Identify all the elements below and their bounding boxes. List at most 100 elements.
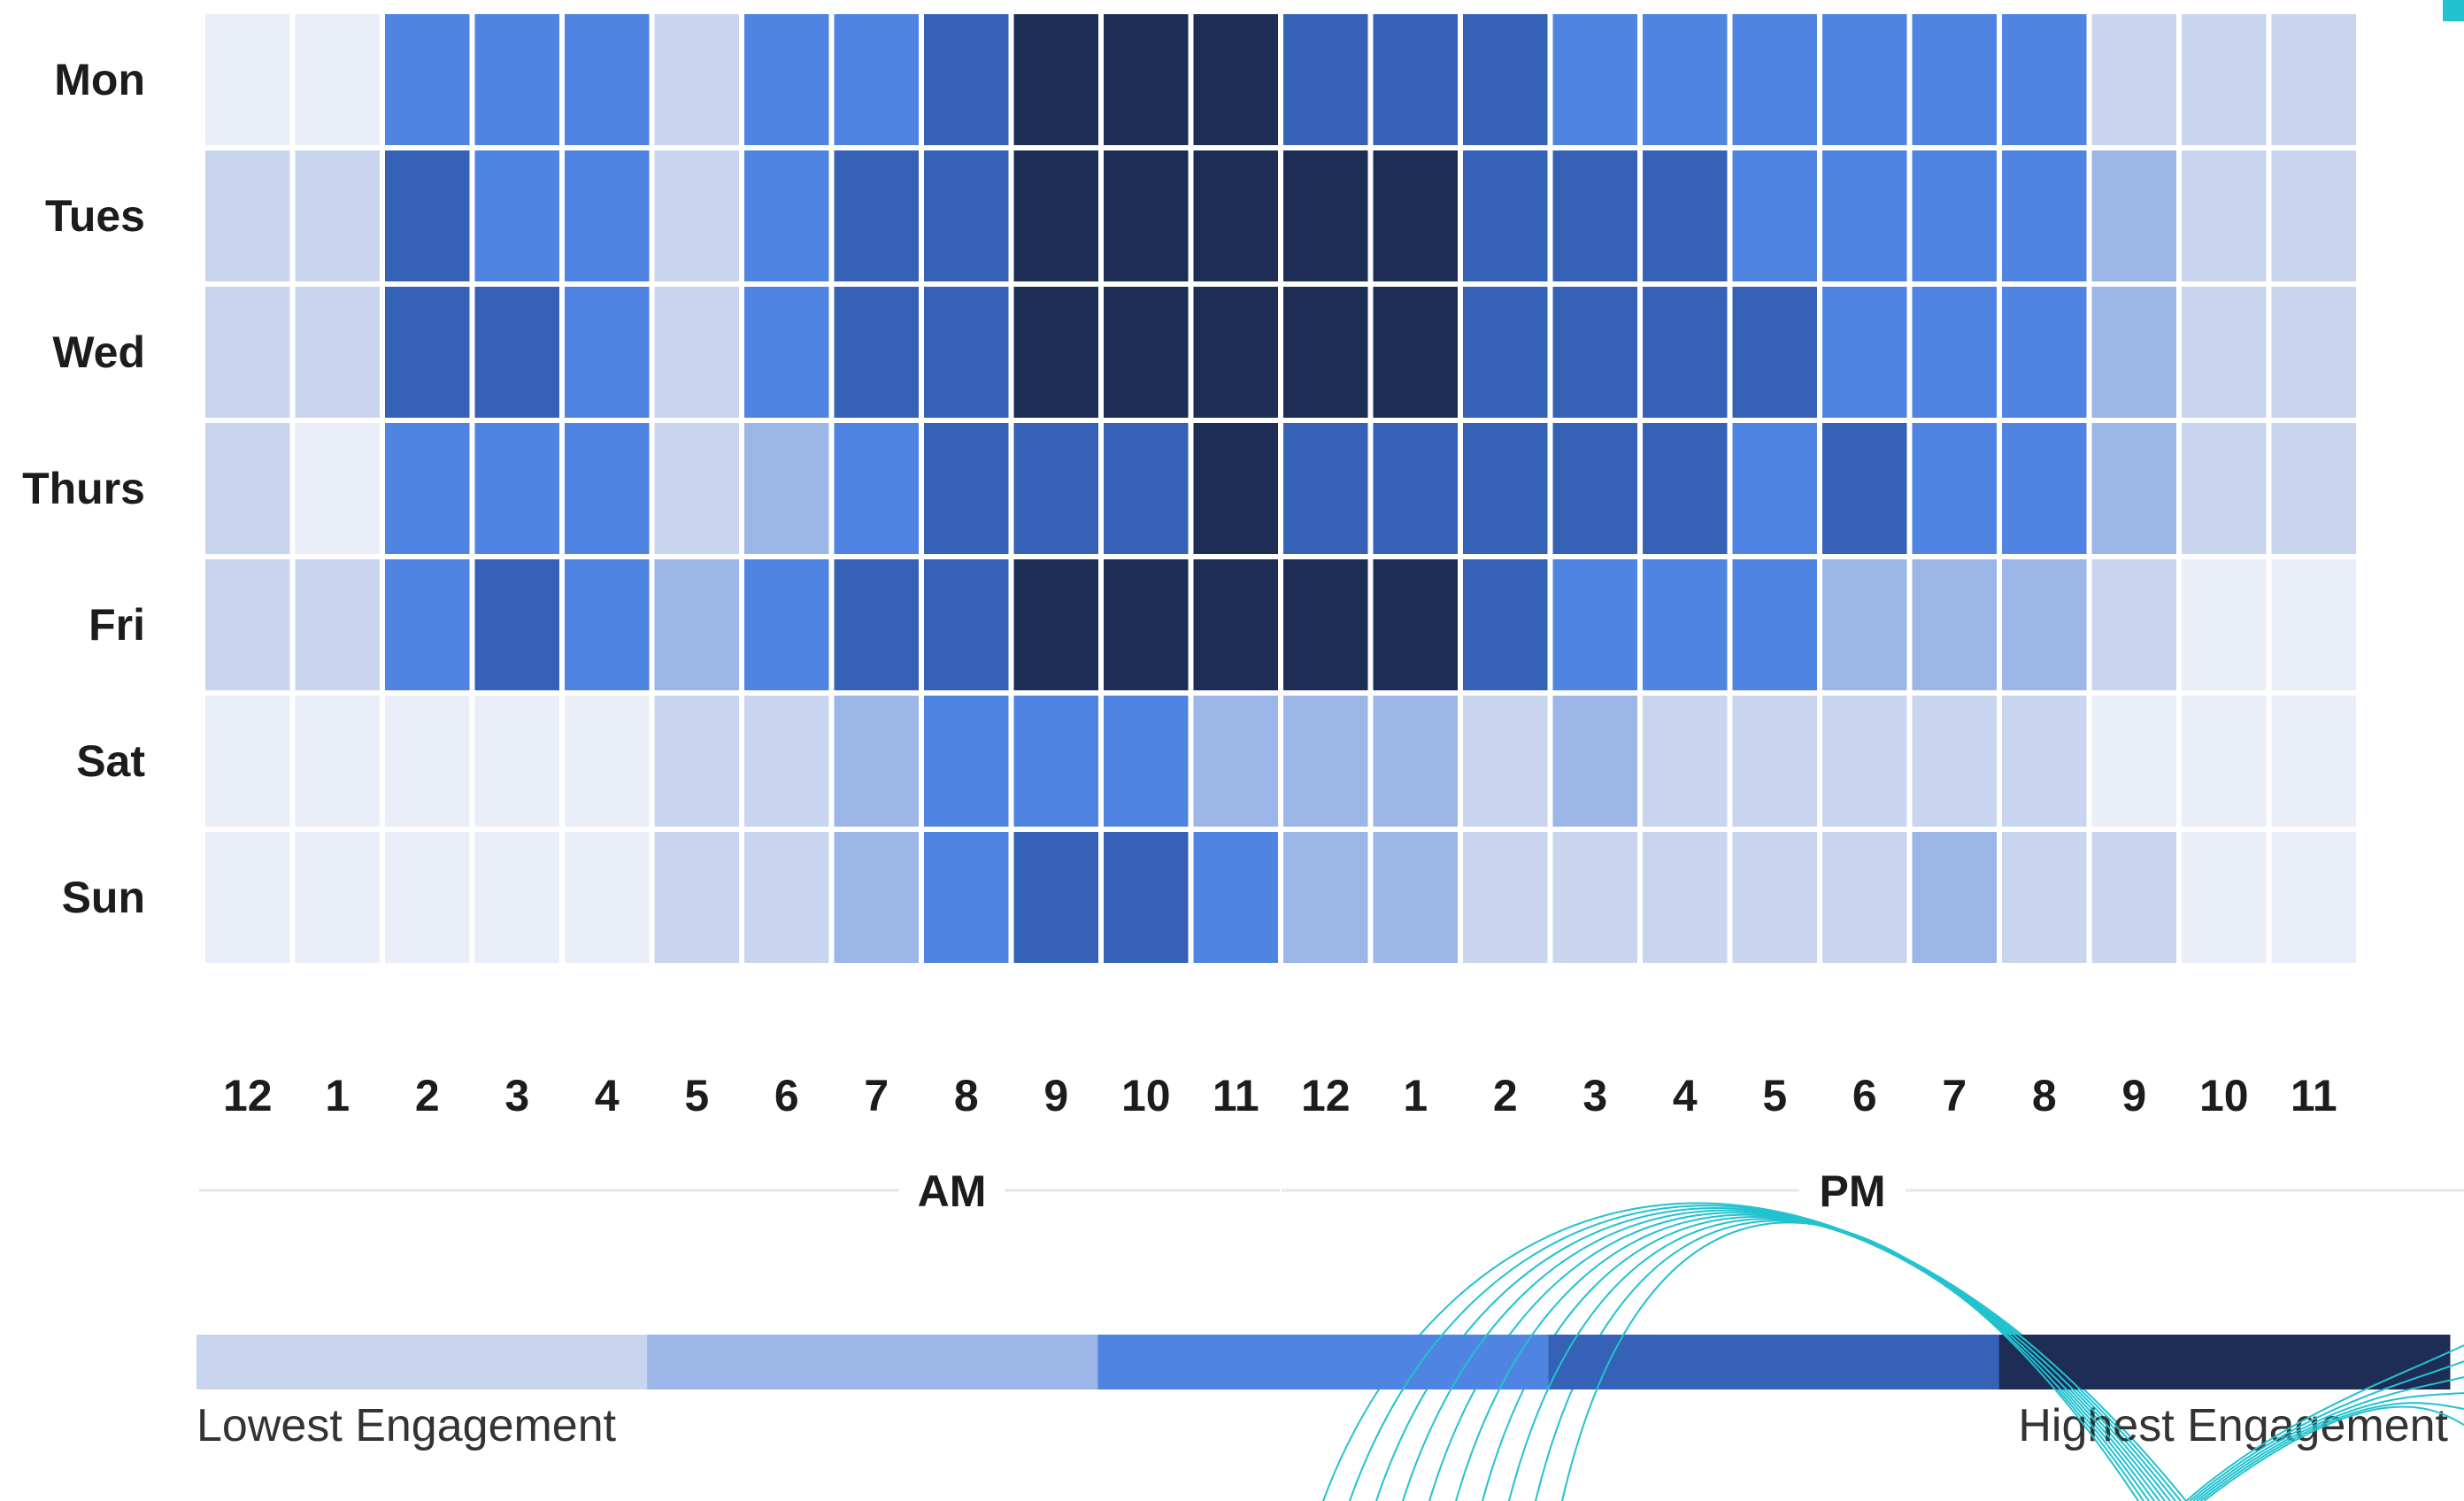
- heatmap-cell: [1912, 559, 1997, 690]
- heatmap-cell: [1193, 14, 1278, 145]
- hour-label: 7: [864, 1071, 889, 1120]
- heatmap-cell: [1013, 14, 1098, 145]
- heatmap-cell: [205, 559, 290, 690]
- heatmap-cell: [2002, 696, 2087, 827]
- decorative-arc: [1455, 1213, 2160, 1501]
- heatmap-cell: [474, 14, 559, 145]
- heatmap-cell: [385, 832, 470, 963]
- heatmap-cell: [2182, 423, 2267, 554]
- heatmap-cell: [834, 832, 919, 963]
- decorative-arc: [1402, 1209, 2171, 1501]
- heatmap-cell: [1283, 696, 1368, 827]
- heatmap-cell: [744, 150, 829, 281]
- heatmap-cell: [1463, 287, 1548, 418]
- heatmap-cell: [295, 287, 380, 418]
- heatmap-cell: [744, 423, 829, 554]
- heatmap-cell: [1373, 832, 1458, 963]
- heatmap-cell: [1463, 832, 1548, 963]
- heatmap-cell: [565, 559, 650, 690]
- heatmap-cell: [1643, 150, 1728, 281]
- heatmap-cell: [1013, 559, 1098, 690]
- heatmap-cell: [1013, 832, 1098, 963]
- heatmap-cell: [1643, 559, 1728, 690]
- legend-swatch: [1097, 1335, 1550, 1389]
- decorative-arc: [2189, 1360, 2464, 1501]
- heatmap-cell: [2271, 287, 2356, 418]
- heatmap-cell: [744, 287, 829, 418]
- hour-label: 7: [1942, 1071, 1967, 1120]
- hour-label: 2: [1493, 1071, 1518, 1120]
- hour-label: 1: [325, 1071, 350, 1120]
- heatmap-cell: [565, 423, 650, 554]
- heatmap-cell: [654, 559, 739, 690]
- heatmap-cell: [205, 423, 290, 554]
- heatmap-cell: [1912, 150, 1997, 281]
- heatmap-cell: [1463, 150, 1548, 281]
- heatmap-cell: [2182, 14, 2267, 145]
- day-label: Sun: [62, 873, 145, 922]
- period-label-mask: [1799, 1182, 1906, 1199]
- heatmap-cell: [295, 150, 380, 281]
- heatmap-cell: [205, 832, 290, 963]
- heatmap-cell: [1193, 150, 1278, 281]
- heatmap-cell: [1013, 150, 1098, 281]
- hour-label: 11: [1213, 1071, 1259, 1120]
- day-label: Fri: [89, 600, 145, 650]
- period-label-mask: [898, 1182, 1005, 1199]
- hour-label: 9: [1043, 1071, 1068, 1120]
- hour-label: 5: [1762, 1071, 1787, 1120]
- decorative-arc: [2199, 1402, 2464, 1501]
- heatmap-cell: [654, 423, 739, 554]
- heatmap-cell: [565, 150, 650, 281]
- period-label: AM: [918, 1166, 987, 1216]
- heatmap-cell: [1822, 150, 1907, 281]
- corner-accent: [2443, 0, 2464, 21]
- heatmap-cell: [474, 423, 559, 554]
- heatmap-cell: [1373, 287, 1458, 418]
- heatmap-cell: [385, 150, 470, 281]
- legend-swatch: [1998, 1335, 2451, 1389]
- heatmap-cell: [1822, 423, 1907, 554]
- heatmap-cell: [1643, 14, 1728, 145]
- legend-swatch: [1548, 1335, 2000, 1389]
- hour-label: 5: [684, 1071, 709, 1120]
- heatmap-cell: [1283, 287, 1368, 418]
- heatmap-cell: [295, 423, 380, 554]
- heatmap-cell: [1822, 559, 1907, 690]
- heatmap-cell: [2271, 696, 2356, 827]
- heatmap-cell: [924, 14, 1009, 145]
- decorative-arc: [2185, 1344, 2464, 1501]
- decorative-arc: [1349, 1205, 2182, 1501]
- heatmap-cell: [1373, 423, 1458, 554]
- heatmap-cell: [205, 150, 290, 281]
- heatmap-cell: [295, 696, 380, 827]
- heatmap-cell: [1732, 423, 1817, 554]
- heatmap-cell: [565, 832, 650, 963]
- heatmap-cell: [2002, 150, 2087, 281]
- heatmap-cell: [1373, 559, 1458, 690]
- heatmap-cell: [1104, 559, 1189, 690]
- engagement-legend: Lowest Engagement Highest Engagement: [196, 1335, 2451, 1451]
- heatmap-cell: [1463, 423, 1548, 554]
- heatmap-cell: [834, 559, 919, 690]
- heatmap-cell: [1643, 696, 1728, 827]
- heatmap-cell: [924, 832, 1009, 963]
- heatmap-cell: [744, 832, 829, 963]
- heatmap-cell: [744, 696, 829, 827]
- heatmap-cell: [2271, 832, 2356, 963]
- hour-label: 1: [1403, 1071, 1428, 1120]
- heatmap-cell: [654, 287, 739, 418]
- decorative-arc: [2196, 1392, 2464, 1501]
- hour-label: 10: [1121, 1071, 1171, 1120]
- hour-label: 8: [954, 1071, 979, 1120]
- hour-label: 6: [1852, 1071, 1877, 1120]
- heatmap-cell: [2091, 14, 2176, 145]
- day-label: Thurs: [22, 464, 145, 513]
- heatmap-cell: [1732, 14, 1817, 145]
- heatmap-cell: [1552, 423, 1637, 554]
- heatmap-cells: [205, 14, 2356, 963]
- heatmap-cell: [1283, 150, 1368, 281]
- hour-label: 11: [2291, 1071, 2337, 1120]
- heatmap-cell: [2002, 287, 2087, 418]
- heatmap-cell: [2182, 559, 2267, 690]
